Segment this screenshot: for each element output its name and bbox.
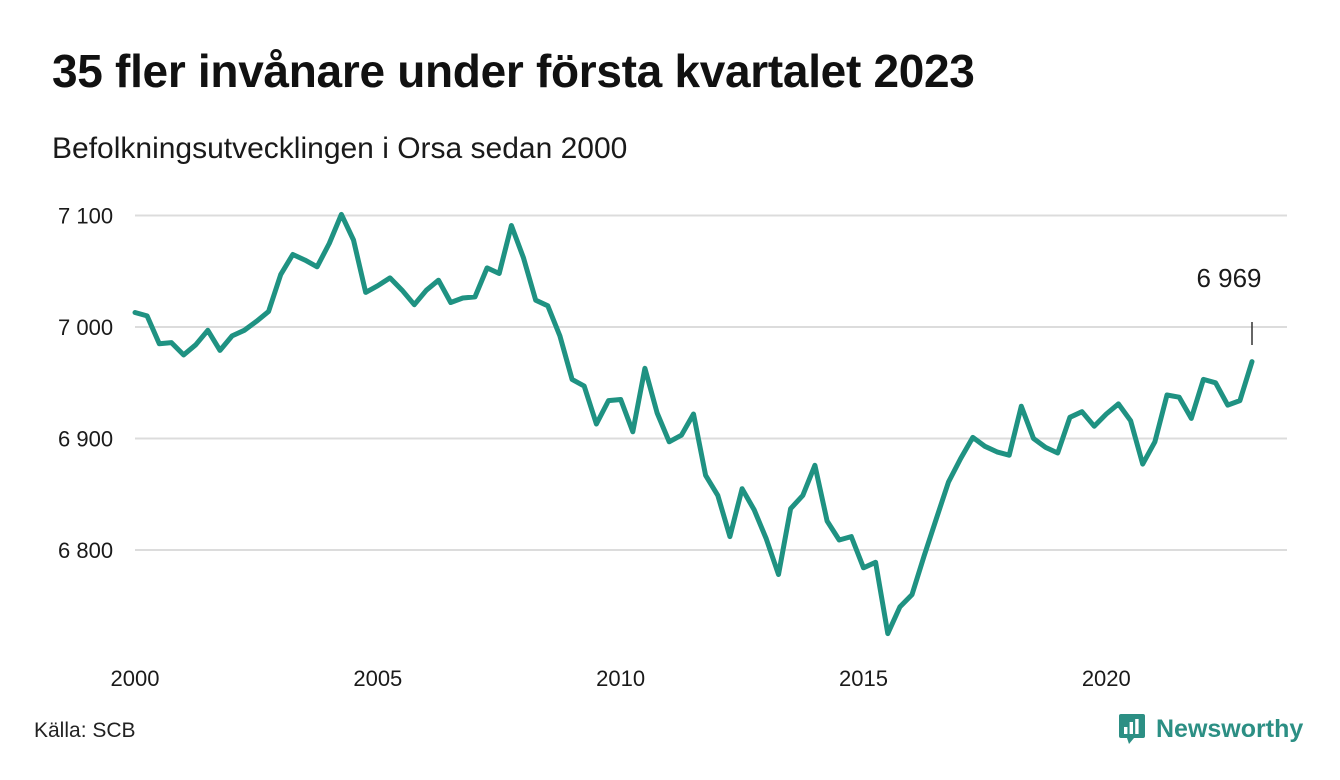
gridlines: [135, 214, 1287, 551]
x-tick-label: 2010: [596, 666, 645, 691]
newsworthy-logo-icon: [1119, 714, 1145, 744]
last-value-label: 6 969: [1196, 263, 1261, 293]
brand-logo: Newsworthy: [1118, 712, 1303, 746]
y-tick-label: 7 000: [58, 315, 113, 340]
x-tick-label: 2000: [111, 666, 160, 691]
y-tick-label: 6 900: [58, 427, 113, 452]
x-tick-label: 2005: [353, 666, 402, 691]
source-note: Källa: SCB: [34, 719, 136, 742]
series-line: [132, 211, 1255, 637]
brand-name: Newsworthy: [1156, 714, 1304, 743]
last-value-annotation: 6 969: [1196, 263, 1262, 345]
series-layer: [132, 211, 1255, 637]
y-tick-label: 7 100: [58, 204, 113, 229]
y-axis-tick-labels: 6 800 6 900 7 000 7 100: [58, 204, 113, 564]
x-tick-label: 2015: [839, 666, 888, 691]
x-tick-label: 2020: [1082, 666, 1131, 691]
chart-title: 35 fler invånare under första kvartalet …: [52, 45, 975, 97]
y-tick-label: 6 800: [58, 538, 113, 563]
chart-subtitle: Befolkningsutvecklingen i Orsa sedan 200…: [52, 132, 628, 165]
x-axis-tick-labels: 2000 2005 2010 2015 2020: [111, 666, 1131, 691]
